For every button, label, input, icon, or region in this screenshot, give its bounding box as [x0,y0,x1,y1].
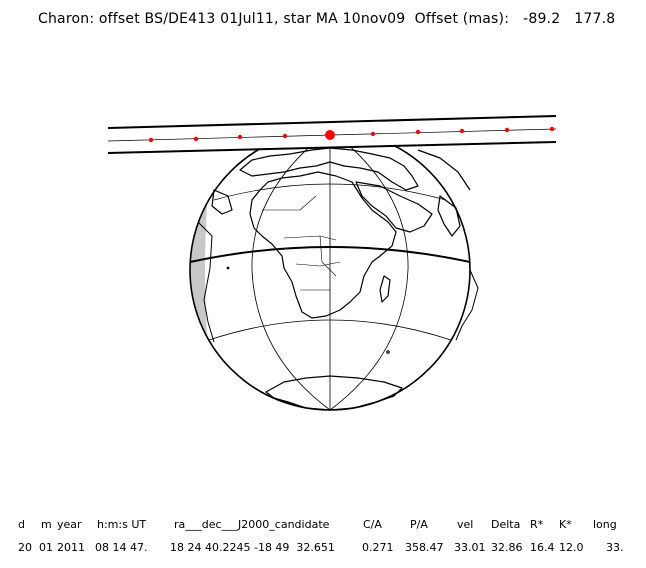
madagascar-outline [379,275,391,303]
track-point [237,134,243,140]
track-point [282,133,288,139]
track-time-points [148,126,555,143]
value-radec: 18 24 40.2245 -18 49 32.651 [170,541,335,554]
value-day: 20 [18,541,32,554]
value-k-mag: 12.0 [559,541,584,554]
africa-outline [249,171,397,319]
value-ca: 0.271 [362,541,394,554]
col-header-long: long [593,518,617,531]
antarctica-outline [265,375,403,411]
plot-title: Charon: offset BS/DE413 01Jul11, star MA… [38,11,616,27]
value-year: 2011 [57,541,85,554]
australia-edge [455,269,479,341]
track-point [504,127,510,133]
col-header-k-mag: K* [559,518,572,531]
equator-line [189,246,471,263]
col-header-month: m [41,518,52,531]
value-pa: 358.47 [405,541,444,554]
arabia-outline [355,181,433,233]
value-time: 08 14 47. [95,541,148,554]
value-r-mag: 16.4 [530,541,555,554]
track-point [193,136,199,142]
col-header-pa: P/A [410,518,428,531]
track-point-closest-approach [325,130,335,140]
col-header-radec: ra___dec___J2000_candidate [174,518,330,531]
col-header-year: year [57,518,82,531]
track-point [549,126,555,132]
col-header-time: h:m:s UT [97,518,147,531]
track-point [459,128,465,134]
col-header-vel: vel [457,518,474,531]
value-delta: 32.86 [491,541,523,554]
col-header-day: d [18,518,25,531]
track-north-limit [107,115,557,129]
europe-outline [239,147,419,191]
value-vel: 33.01 [454,541,486,554]
track-south-limit [107,141,557,154]
continents [197,147,479,411]
value-long: 33. [606,541,624,554]
track-point [148,137,154,143]
col-header-r-mag: R* [530,518,544,531]
col-header-ca: C/A [363,518,382,531]
col-header-delta: Delta [491,518,521,531]
track-point [415,129,421,135]
value-month: 01 [39,541,53,554]
americas-edge [211,189,233,215]
globe-map [107,115,557,411]
track-point [370,131,376,137]
